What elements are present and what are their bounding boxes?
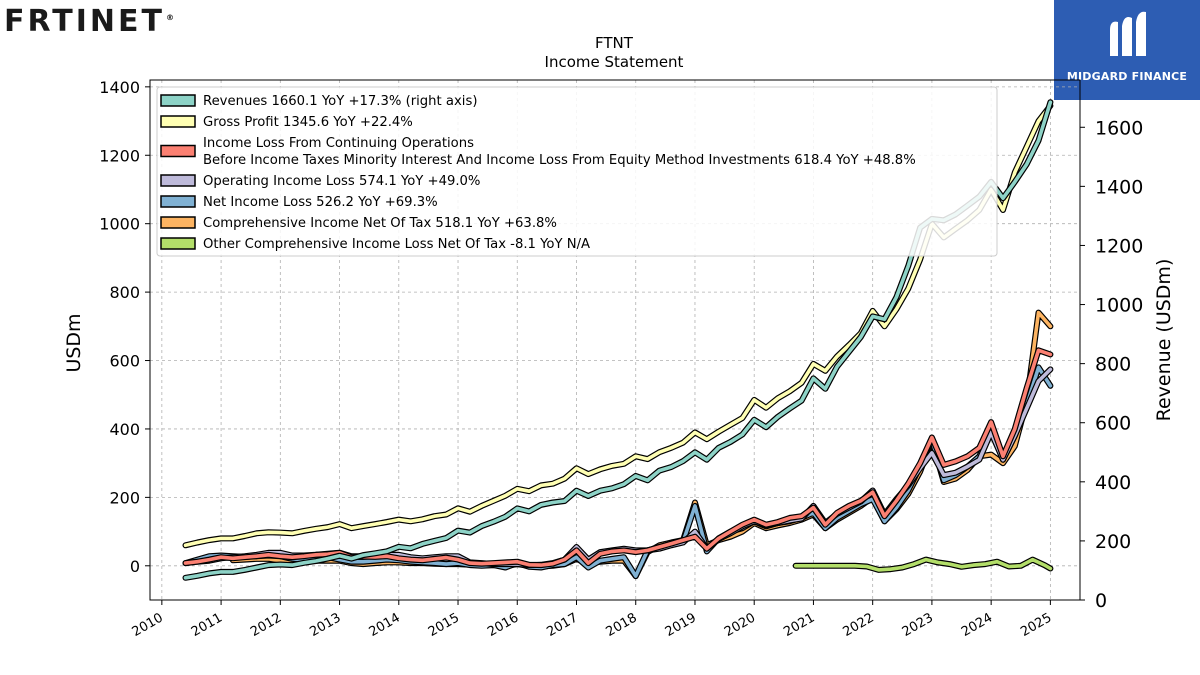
- legend: Revenues 1660.1 YoY +17.3% (right axis) G…: [156, 86, 998, 257]
- legend-swatch: [160, 174, 196, 187]
- left-tick-label: 0: [130, 557, 140, 576]
- right-axis: 0 200 400 600 800 1000 1200 1400 1600: [1080, 117, 1143, 612]
- x-tick-label: 2020: [722, 610, 758, 640]
- left-tick-label: 800: [109, 283, 140, 302]
- legend-label: Income Loss From Continuing Operations: [203, 136, 474, 151]
- x-tick-label: 2014: [367, 610, 403, 640]
- legend-swatch: [160, 237, 196, 250]
- x-axis: 2010 2011 2012 2013 2014 2015 2016 2017 2018 2019…: [130, 600, 1054, 640]
- legend-label: Before Income Taxes Minority Interest An…: [203, 153, 916, 168]
- left-tick-label: 600: [109, 352, 140, 371]
- chart-subtitle: Income Statement: [545, 53, 684, 71]
- left-tick-label: 400: [109, 420, 140, 439]
- series-line: [183, 103, 1053, 548]
- right-tick-label: 1200: [1095, 235, 1143, 257]
- fortinet-logo-registered: ®: [165, 13, 174, 22]
- legend-label: Comprehensive Income Net Of Tax 518.1 Yo…: [203, 216, 557, 231]
- x-tick-label: 2015: [426, 610, 462, 640]
- right-tick-label: 400: [1095, 472, 1131, 494]
- midgard-finance-logo: MIDGARD FINANCE: [1054, 0, 1200, 100]
- x-tick-label: 2018: [604, 610, 640, 640]
- fortinet-logo-text: FRTINET: [4, 4, 165, 39]
- series-line: [793, 557, 1053, 572]
- legend-swatch: [160, 94, 196, 107]
- right-tick-label: 1400: [1095, 176, 1143, 198]
- series-line: [183, 100, 1053, 580]
- x-tick-label: 2011: [189, 610, 225, 640]
- y-axis-label-left: USDm: [63, 313, 85, 372]
- chart-title: FTNT: [595, 34, 634, 52]
- legend-box: [156, 86, 998, 257]
- x-tick-label: 2025: [1018, 610, 1054, 640]
- right-tick-label: 0: [1095, 590, 1107, 612]
- x-tick-label: 2013: [307, 610, 343, 640]
- x-tick-label: 2022: [841, 610, 877, 640]
- x-tick-label: 2023: [900, 610, 936, 640]
- legend-swatch: [160, 144, 196, 158]
- fortinet-logo: FRTINET®: [4, 4, 174, 39]
- legend-label: Gross Profit 1345.6 YoY +22.4%: [203, 115, 413, 130]
- midgard-logo-mark-icon: [1110, 11, 1146, 56]
- x-tick-label: 2012: [248, 610, 284, 640]
- x-tick-label: 2017: [544, 610, 580, 640]
- x-tick-label: 2016: [485, 610, 521, 640]
- x-tick-label: 2021: [781, 610, 817, 640]
- legend-label: Revenues 1660.1 YoY +17.3% (right axis): [203, 94, 477, 109]
- right-tick-label: 600: [1095, 413, 1131, 435]
- legend-label: Other Comprehensive Income Loss Net Of T…: [203, 237, 590, 252]
- legend-swatch: [160, 216, 196, 229]
- right-tick-label: 1600: [1095, 117, 1143, 139]
- left-tick-label: 1400: [99, 78, 140, 97]
- series-line: [183, 348, 1053, 567]
- left-axis: 0 200 400 600 800 1000 1200 1400: [99, 78, 150, 576]
- left-tick-label: 1000: [99, 215, 140, 234]
- legend-label: Operating Income Loss 574.1 YoY +49.0%: [203, 174, 480, 189]
- x-tick-label: 2010: [130, 610, 166, 640]
- legend-swatch: [160, 195, 196, 208]
- right-tick-label: 1000: [1095, 295, 1143, 317]
- y-axis-label-right: Revenue (USDm): [1153, 259, 1175, 422]
- legend-swatch: [160, 115, 196, 128]
- legend-label: Net Income Loss 526.2 YoY +69.3%: [203, 195, 438, 210]
- midgard-logo-text: MIDGARD FINANCE: [1066, 70, 1188, 83]
- right-tick-label: 800: [1095, 354, 1131, 376]
- right-tick-label: 200: [1095, 531, 1131, 553]
- series-layer: [182, 99, 1054, 581]
- x-tick-label: 2019: [663, 610, 699, 640]
- x-tick-label: 2024: [959, 610, 995, 640]
- plot-frame: [149, 79, 1081, 601]
- left-tick-label: 1200: [99, 146, 140, 165]
- left-tick-label: 200: [109, 488, 140, 507]
